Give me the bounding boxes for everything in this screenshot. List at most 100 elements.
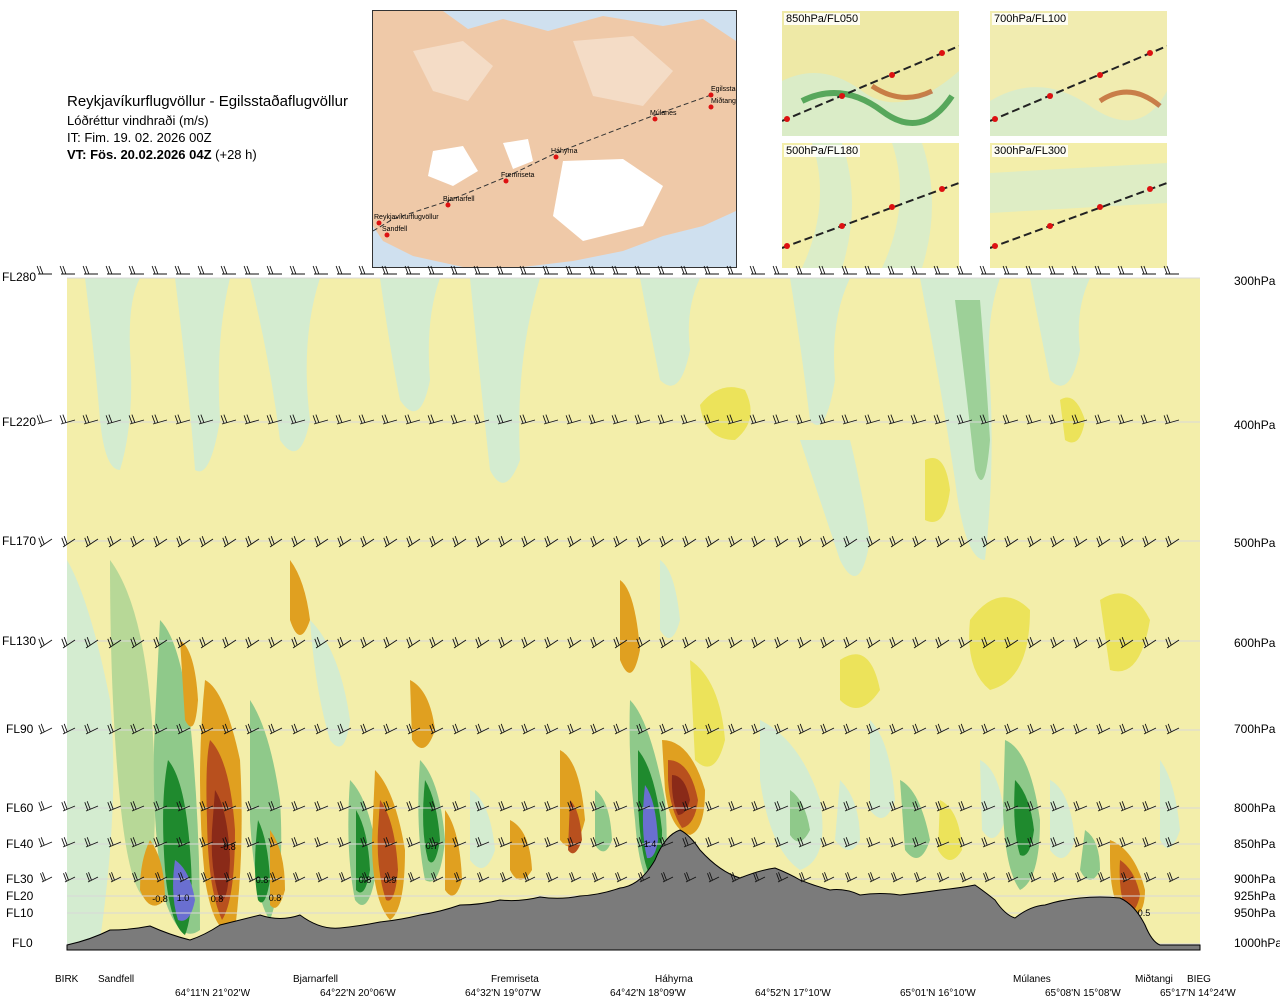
wind-barb — [245, 723, 260, 735]
wind-barb — [613, 837, 628, 848]
fl-label: FL20 — [6, 889, 34, 903]
wind-barb — [544, 837, 559, 848]
wind-barb — [1119, 723, 1134, 735]
wind-barb — [84, 723, 99, 735]
map-waypoint-marker — [708, 92, 714, 98]
wind-barb — [429, 801, 444, 812]
wind-barb — [868, 872, 881, 883]
wind-barb — [496, 414, 513, 425]
wind-barb — [473, 414, 490, 425]
mini-map-300: 300hPa/FL300 — [990, 143, 1167, 268]
wind-barb — [289, 414, 306, 425]
wind-barb — [1119, 837, 1134, 848]
wind-barb — [429, 637, 444, 649]
wind-barb — [475, 801, 490, 812]
wind-barb — [498, 801, 513, 812]
wind-barb — [845, 872, 858, 883]
route-map: Egilsstaðir Miðtangi Múlanes Háhyrna Fremris… — [372, 10, 737, 268]
wind-barb — [383, 723, 398, 735]
wind-barb — [682, 536, 697, 548]
coordinate-label: 65°17'N 14°24'W — [1160, 988, 1236, 999]
wind-barb — [866, 637, 881, 649]
wind-barb — [774, 637, 789, 649]
wind-barb — [638, 872, 651, 883]
wind-barb — [1048, 414, 1065, 425]
wind-barb — [979, 414, 996, 425]
wind-barb — [1006, 872, 1019, 883]
wind-barb — [613, 536, 628, 548]
wind-barb — [960, 872, 973, 883]
wind-barb — [1073, 801, 1088, 812]
wind-barb — [1052, 872, 1065, 883]
coordinate-label: 64°32'N 19°07'W — [465, 988, 541, 999]
wind-barb — [659, 801, 674, 812]
map-waypoint-marker — [376, 220, 382, 226]
wind-barb — [521, 837, 536, 848]
wind-barb — [592, 872, 605, 883]
wind-barb — [613, 801, 628, 812]
wind-barb — [1121, 872, 1134, 883]
wind-barb — [981, 536, 996, 548]
contour-value-label: 0.5 — [1138, 908, 1151, 918]
wind-barb — [912, 637, 927, 649]
wind-barb — [1119, 801, 1134, 812]
hpa-label: 950hPa — [1234, 906, 1276, 920]
wind-barb — [682, 801, 697, 812]
wind-barb — [452, 837, 467, 848]
wind-barb — [797, 536, 812, 548]
wind-barb — [1004, 536, 1019, 548]
wind-barb — [291, 536, 306, 548]
wind-barb — [567, 723, 582, 735]
wind-barb — [128, 265, 144, 275]
wind-barb — [362, 872, 375, 883]
wind-barb — [360, 536, 375, 548]
contour-value-label: -0.8 — [220, 842, 236, 852]
wind-barb — [820, 837, 835, 848]
map-waypoint-markers: Egilsstaðir Miðtangi Múlanes Háhyrna Fremris… — [374, 85, 736, 238]
wind-barb — [498, 637, 513, 649]
wind-barb — [889, 801, 904, 812]
wind-barb — [270, 872, 283, 883]
wind-barb — [661, 872, 674, 883]
wind-barb — [1029, 872, 1042, 883]
wind-barb — [1096, 837, 1111, 848]
wind-barb — [86, 872, 99, 883]
wind-barb — [567, 637, 582, 649]
waypoint-label: Fremriseta — [491, 974, 539, 985]
wind-barb — [726, 414, 743, 425]
wind-barb — [1144, 872, 1157, 883]
wind-barb — [1142, 801, 1157, 812]
wind-barb — [774, 837, 789, 848]
contour-value-label: 0.8 — [269, 893, 282, 903]
wind-barb — [291, 723, 306, 735]
wind-barb — [61, 637, 76, 649]
wind-barb — [314, 637, 329, 649]
wind-barb — [912, 801, 927, 812]
wind-barb — [567, 536, 582, 548]
wind-barb — [519, 414, 536, 425]
title-block: Reykjavíkurflugvöllur - Egilsstaðaflugvö… — [67, 92, 348, 163]
map-place-label: Sandfell — [382, 226, 408, 233]
coordinate-label: 65°08'N 15°08'W — [1045, 988, 1121, 999]
wind-barb — [245, 837, 260, 848]
wind-barb — [772, 414, 789, 425]
wind-barb — [1002, 414, 1019, 425]
map-place-label: Múlanes — [650, 110, 677, 117]
hpa-label: 900hPa — [1234, 872, 1276, 886]
wind-barb — [452, 801, 467, 812]
wind-barb — [337, 637, 352, 649]
wind-barb — [705, 801, 720, 812]
wind-barb — [1050, 723, 1065, 735]
wind-barb — [1073, 723, 1088, 735]
mini-map-500-graphic — [782, 143, 959, 268]
wind-barb — [659, 723, 674, 735]
wind-barb — [1167, 872, 1180, 883]
wind-barb — [153, 536, 168, 548]
wind-barb — [774, 801, 789, 812]
map-waypoint-marker — [553, 154, 559, 160]
wind-barb — [889, 837, 904, 848]
wind-barb — [1142, 536, 1157, 548]
wind-barb — [797, 837, 812, 848]
wind-barb — [891, 872, 904, 883]
wind-barb — [59, 414, 76, 425]
